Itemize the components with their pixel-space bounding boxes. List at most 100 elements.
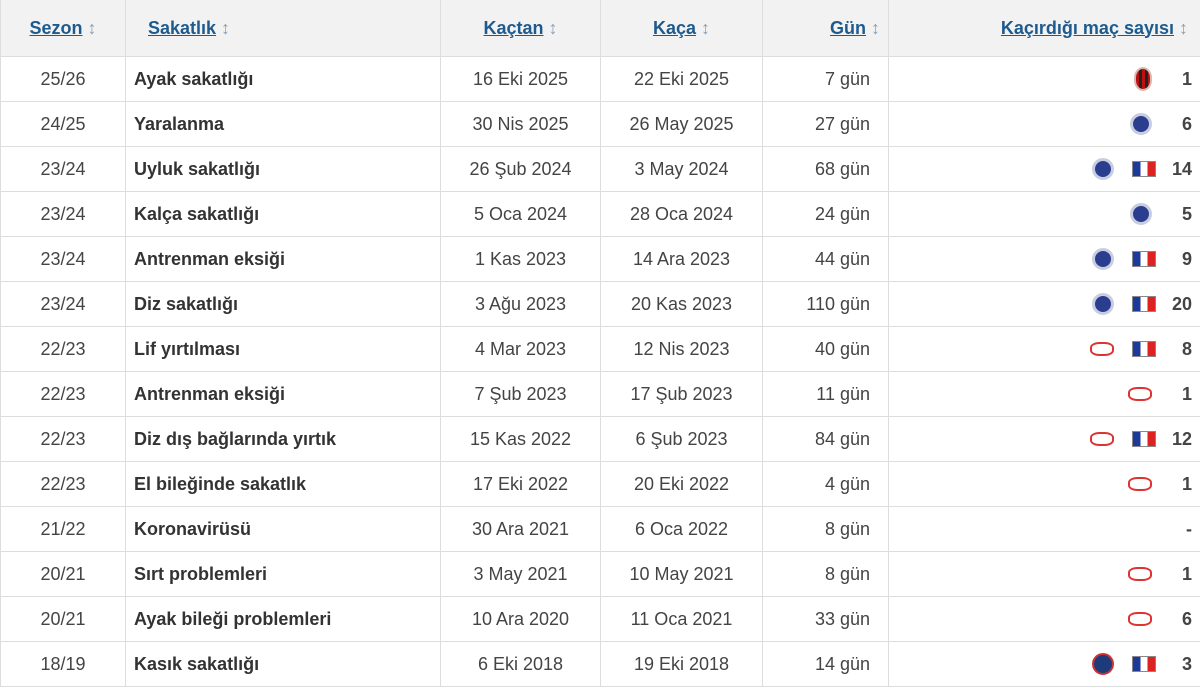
days-cell: 84 gün — [762, 416, 889, 462]
france-flag-icon — [1132, 341, 1156, 358]
header-injury[interactable]: Sakatlık ↕ — [125, 0, 441, 57]
from-date-cell: 26 Şub 2024 — [440, 146, 601, 192]
sort-icon[interactable]: ↕ — [87, 17, 97, 38]
until-date-cell: 17 Şub 2023 — [600, 371, 763, 417]
until-date-cell: 22 Eki 2025 — [600, 56, 763, 102]
games-missed-cell: 1 — [888, 461, 1200, 507]
injury-cell: Lif yırtılması — [125, 326, 441, 372]
header-days[interactable]: Gün ↕ — [762, 0, 889, 57]
sort-injury-link[interactable]: Sakatlık — [148, 17, 217, 38]
from-date-cell: 5 Oca 2024 — [440, 191, 601, 237]
injury-cell: Antrenman eksiği — [125, 236, 441, 282]
header-until[interactable]: Kaça ↕ — [600, 0, 763, 57]
season-cell: 23/24 — [0, 281, 126, 327]
until-date-cell: 14 Ara 2023 — [600, 236, 763, 282]
header-games-missed[interactable]: Kaçırdığı maç sayısı ↕ — [888, 0, 1200, 57]
chelsea-crest-icon[interactable] — [1130, 203, 1152, 226]
days-cell: 8 gün — [762, 551, 889, 597]
until-date-cell: 6 Şub 2023 — [600, 416, 763, 462]
from-date-cell: 3 Ağu 2023 — [440, 281, 601, 327]
france-flag-icon — [1132, 251, 1156, 268]
sort-until-link[interactable]: Kaça — [652, 17, 697, 38]
season-cell: 25/26 — [0, 56, 126, 102]
sort-icon[interactable]: ↕ — [548, 17, 558, 38]
sort-icon[interactable]: ↕ — [221, 17, 231, 38]
days-cell: 27 gün — [762, 101, 889, 147]
leipzig-crest-icon[interactable] — [1128, 477, 1152, 492]
season-cell: 20/21 — [0, 596, 126, 642]
days-cell: 24 gün — [762, 191, 889, 237]
games-missed-count: 1 — [1181, 563, 1192, 584]
days-cell: 33 gün — [762, 596, 889, 642]
sort-days-link[interactable]: Gün — [830, 17, 866, 38]
days-cell: 7 gün — [762, 56, 889, 102]
leipzig-crest-icon[interactable] — [1128, 387, 1152, 402]
season-cell: 21/22 — [0, 506, 126, 552]
days-cell: 4 gün — [762, 461, 889, 507]
chelsea-crest-icon[interactable] — [1092, 158, 1114, 181]
table-row: 23/24 Kalça sakatlığı 5 Oca 2024 28 Oca … — [0, 191, 1200, 237]
from-date-cell: 4 Mar 2023 — [440, 326, 601, 372]
leipzig-crest-icon[interactable] — [1128, 567, 1152, 582]
games-missed-count: 3 — [1181, 653, 1192, 674]
from-date-cell: 17 Eki 2022 — [440, 461, 601, 507]
injury-cell: Ayak bileği problemleri — [125, 596, 441, 642]
from-date-cell: 3 May 2021 — [440, 551, 601, 597]
chelsea-crest-icon[interactable] — [1092, 248, 1114, 271]
chelsea-crest-icon[interactable] — [1130, 113, 1152, 136]
until-date-cell: 10 May 2021 — [600, 551, 763, 597]
from-date-cell: 15 Kas 2022 — [440, 416, 601, 462]
games-missed-cell: 1 — [888, 56, 1200, 102]
days-cell: 14 gün — [762, 641, 889, 687]
days-cell: 40 gün — [762, 326, 889, 372]
leipzig-crest-icon[interactable] — [1090, 342, 1114, 357]
games-missed-count: 20 — [1171, 293, 1192, 314]
header-row: Sezon ↕ Sakatlık ↕ Kaçtan ↕ Kaça ↕ Gün ↕ Kaçı… — [0, 0, 1200, 57]
season-cell: 24/25 — [0, 101, 126, 147]
until-date-cell: 28 Oca 2024 — [600, 191, 763, 237]
leipzig-crest-icon[interactable] — [1128, 612, 1152, 627]
table-row: 22/23 Antrenman eksiği 7 Şub 2023 17 Şub… — [0, 371, 1200, 417]
header-from[interactable]: Kaçtan ↕ — [440, 0, 601, 57]
until-date-cell: 19 Eki 2018 — [600, 641, 763, 687]
season-cell: 22/23 — [0, 416, 126, 462]
sort-from-link[interactable]: Kaçtan — [483, 17, 544, 38]
psg-crest-icon[interactable] — [1092, 653, 1114, 676]
days-cell: 8 gün — [762, 506, 889, 552]
sort-icon[interactable]: ↕ — [871, 17, 880, 38]
sort-games-missed-link[interactable]: Kaçırdığı maç sayısı — [1000, 17, 1174, 38]
sort-season-link[interactable]: Sezon — [29, 17, 83, 38]
table-row: 22/23 El bileğinde sakatlık 17 Eki 2022 … — [0, 461, 1200, 507]
games-missed-cell: 5 — [888, 191, 1200, 237]
from-date-cell: 7 Şub 2023 — [440, 371, 601, 417]
games-missed-count: 14 — [1171, 158, 1192, 179]
season-cell: 22/23 — [0, 326, 126, 372]
games-missed-count: 6 — [1181, 113, 1192, 134]
days-cell: 110 gün — [762, 281, 889, 327]
sort-icon[interactable]: ↕ — [701, 17, 711, 38]
chelsea-crest-icon[interactable] — [1092, 293, 1114, 316]
milan-crest-icon[interactable] — [1134, 67, 1152, 91]
games-missed-count: - — [1186, 518, 1192, 539]
days-cell: 44 gün — [762, 236, 889, 282]
injury-cell: El bileğinde sakatlık — [125, 461, 441, 507]
from-date-cell: 10 Ara 2020 — [440, 596, 601, 642]
injury-cell: Kasık sakatlığı — [125, 641, 441, 687]
sort-icon[interactable]: ↕ — [1179, 17, 1188, 38]
france-flag-icon — [1132, 161, 1156, 178]
injury-cell: Kalça sakatlığı — [125, 191, 441, 237]
season-cell: 22/23 — [0, 371, 126, 417]
until-date-cell: 26 May 2025 — [600, 101, 763, 147]
games-missed-cell: 3 — [888, 641, 1200, 687]
injury-cell: Antrenman eksiği — [125, 371, 441, 417]
games-missed-count: 9 — [1181, 248, 1192, 269]
from-date-cell: 16 Eki 2025 — [440, 56, 601, 102]
header-season[interactable]: Sezon ↕ — [0, 0, 126, 57]
games-missed-cell: 6 — [888, 101, 1200, 147]
leipzig-crest-icon[interactable] — [1090, 432, 1114, 447]
season-cell: 22/23 — [0, 461, 126, 507]
injury-cell: Koronavirüsü — [125, 506, 441, 552]
table-row: 24/25 Yaralanma 30 Nis 2025 26 May 2025 … — [0, 101, 1200, 147]
games-missed-count: 6 — [1181, 608, 1192, 629]
